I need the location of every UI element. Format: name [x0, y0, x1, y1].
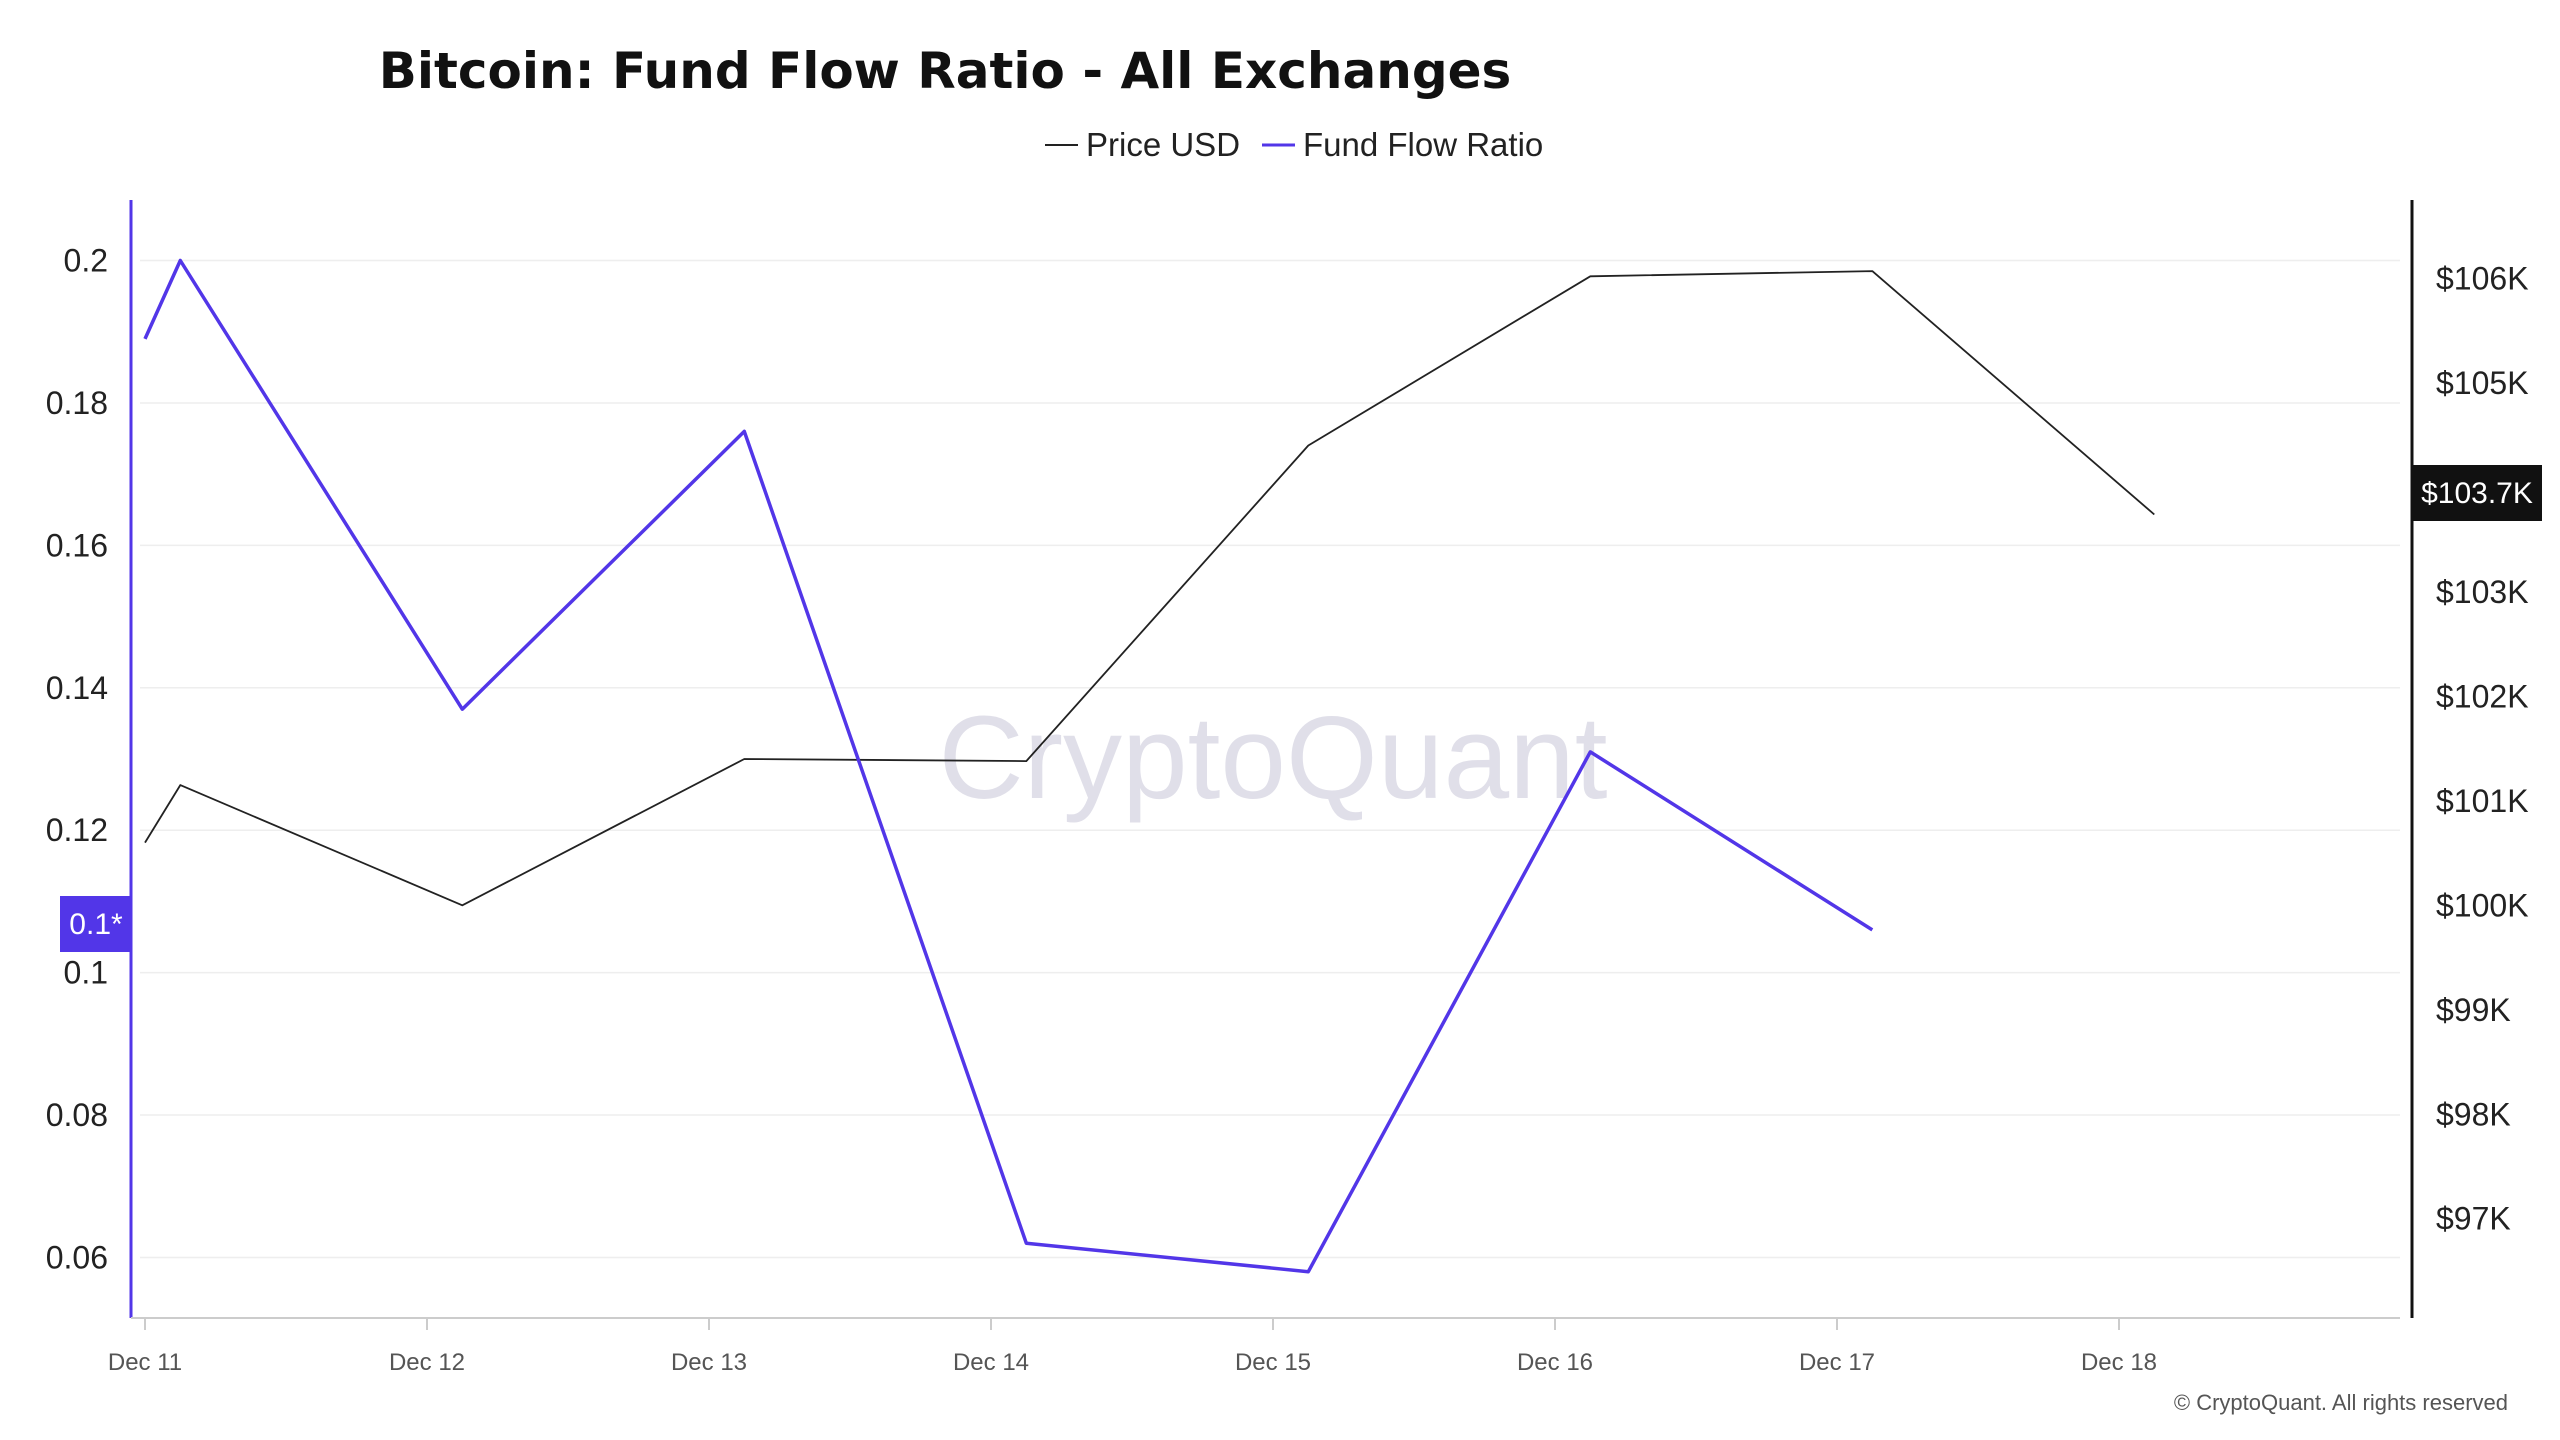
legend-label-ratio: Fund Flow Ratio — [1303, 126, 1543, 163]
right-tick-label: $106K — [2436, 260, 2529, 296]
x-axis-ticks: Dec 11 Dec 12 Dec 13 Dec 14 Dec 15 Dec 16 Dec … — [108, 1318, 2157, 1376]
left-tick-label: 0.16 — [46, 527, 108, 563]
x-tick-label: Dec 13 — [671, 1349, 747, 1376]
right-tick-label: $101K — [2436, 783, 2529, 819]
left-tick-label: 0.08 — [46, 1097, 108, 1133]
left-axis-ticks: 0.06 0.08 0.1 0.12 0.14 0.16 0.18 0.2 — [46, 243, 108, 1276]
series-layer — [143, 258, 2155, 1274]
copyright: © CryptoQuant. All rights reserved — [2174, 1390, 2508, 1415]
left-tick-label: 0.14 — [46, 670, 108, 706]
x-tick-label: Dec 12 — [389, 1349, 465, 1376]
x-tick-label: Dec 14 — [953, 1349, 1029, 1376]
right-tick-label: $98K — [2436, 1096, 2511, 1132]
legend-label-price: Price USD — [1086, 126, 1240, 163]
left-tag-text: 0.1* — [69, 908, 123, 941]
right-tick-label: $103K — [2436, 574, 2529, 610]
left-tick-label: 0.18 — [46, 385, 108, 421]
series-line-fund-flow-ratio[interactable] — [143, 258, 1874, 1274]
x-tick-label: Dec 17 — [1799, 1349, 1875, 1376]
series-line-price-usd[interactable] — [144, 270, 2155, 907]
left-last-value-tag: 0.1* — [60, 896, 132, 952]
right-tick-label: $99K — [2436, 992, 2511, 1028]
legend: Price USD Fund Flow Ratio — [1045, 126, 1543, 163]
right-tick-label: $102K — [2436, 678, 2529, 714]
legend-item-price[interactable]: Price USD — [1045, 126, 1240, 163]
x-tick-label: Dec 15 — [1235, 1349, 1311, 1376]
watermark: CryptoQuant — [939, 692, 1608, 824]
left-tick-label: 0.12 — [46, 812, 108, 848]
right-tick-label: $100K — [2436, 887, 2529, 923]
left-tick-label: 0.1 — [64, 955, 108, 991]
x-tick-label: Dec 11 — [108, 1349, 182, 1376]
legend-item-ratio[interactable]: Fund Flow Ratio — [1262, 126, 1543, 163]
right-last-value-tag: $103.7K — [2412, 465, 2542, 521]
right-tag-bg — [2412, 465, 2542, 521]
x-tick-label: Dec 18 — [2081, 1349, 2157, 1376]
right-tag-text: $103.7K — [2421, 477, 2533, 510]
right-tick-label: $97K — [2436, 1201, 2511, 1237]
right-tick-label: $105K — [2436, 365, 2529, 401]
chart-title: Bitcoin: Fund Flow Ratio - All Exchanges — [379, 42, 1512, 100]
axes — [129, 200, 2414, 1319]
gridlines — [140, 259, 2400, 1259]
left-tag-bg — [60, 896, 132, 952]
x-tick-label: Dec 16 — [1517, 1349, 1593, 1376]
left-tick-label: 0.06 — [46, 1239, 108, 1275]
left-tick-label: 0.2 — [64, 243, 108, 279]
right-axis-ticks: $97K $98K $99K $100K $101K $102K $103K $105K $10… — [2436, 260, 2529, 1236]
